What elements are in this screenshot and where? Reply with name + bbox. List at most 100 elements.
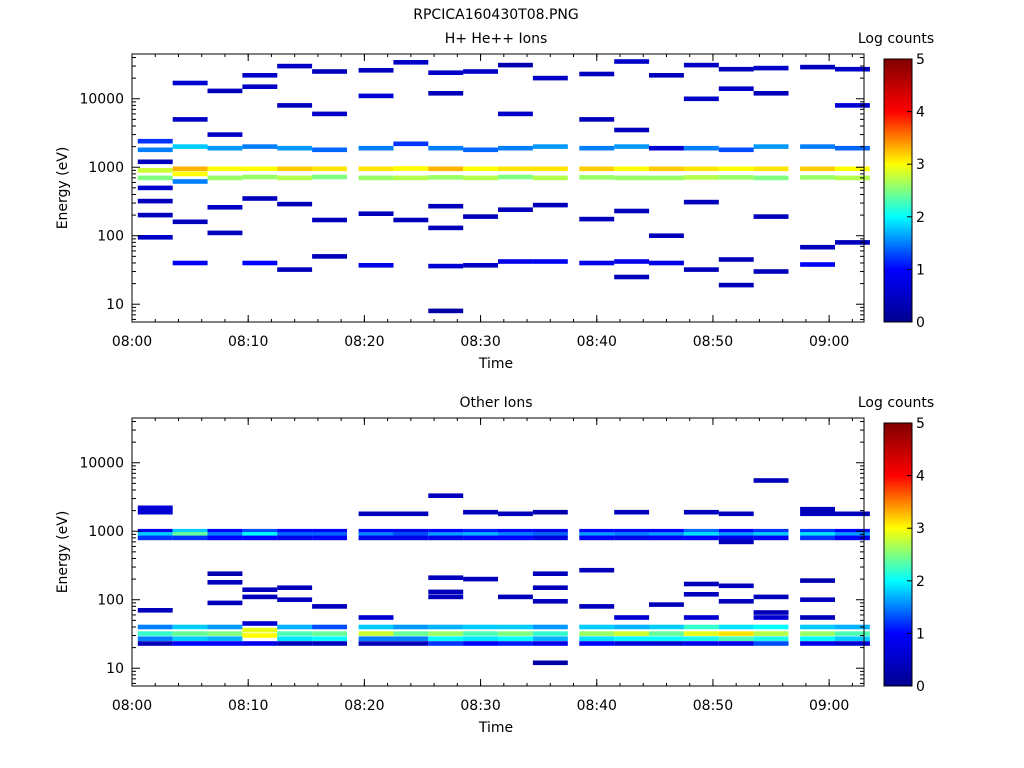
heatmap-cell (172, 179, 208, 184)
heatmap-cell (683, 509, 719, 515)
heatmap-cell (753, 641, 789, 646)
heatmap-cell (800, 597, 835, 602)
heatmap-cell (428, 532, 464, 537)
heatmap-cell (393, 175, 429, 181)
heatmap-cell (207, 230, 243, 236)
heatmap-cell (207, 528, 243, 534)
heatmap-cell (137, 147, 173, 153)
heatmap-cell (498, 636, 533, 641)
heatmap-cell (718, 636, 754, 641)
x-tick-label: 08:30 (460, 698, 500, 714)
heatmap-cell (172, 166, 208, 172)
heatmap-cell (614, 208, 650, 214)
heatmap-cell (800, 175, 835, 180)
heatmap-cell (207, 132, 243, 137)
heatmap-cell (532, 528, 568, 534)
heatmap-cell (532, 641, 568, 646)
heatmap-cell (428, 641, 464, 646)
heatmap-cell (835, 511, 870, 517)
heatmap-cell (532, 631, 568, 636)
heatmap-cell (393, 535, 429, 541)
heatmap-cell (172, 80, 208, 86)
x-tick-label: 09:00 (809, 698, 849, 714)
heatmap-cell (649, 602, 684, 607)
heatmap-cell (358, 636, 394, 641)
heatmap-cell (649, 631, 684, 636)
heatmap-cell (753, 269, 789, 274)
colorbar-tick-label: 0 (916, 679, 925, 695)
heatmap-cell (835, 240, 870, 245)
heatmap-cell (498, 259, 533, 264)
heatmap-cell (358, 511, 394, 517)
heatmap-cell (718, 147, 754, 153)
heatmap-cell (137, 636, 173, 641)
heatmap-cell (614, 274, 650, 280)
heatmap-cell (532, 624, 568, 630)
heatmap-cell (277, 175, 313, 181)
colorbar-tick-label: 5 (916, 52, 925, 68)
heatmap-cell (614, 144, 650, 149)
heatmap-cell (498, 594, 533, 600)
heatmap-cell (579, 636, 615, 641)
heatmap-cell (718, 257, 754, 262)
heatmap-cell (312, 532, 347, 537)
heatmap-cell (358, 532, 394, 537)
heatmap-cell (393, 631, 429, 636)
heatmap-cell (207, 571, 243, 576)
panel-other-ions: 08:00 08:10 08:20 08:30 08:40 08:50 09:0010100… (55, 395, 934, 736)
heatmap-cell (172, 144, 208, 149)
heatmap-cell (579, 631, 615, 636)
heatmap-cell (137, 505, 173, 511)
heatmap-cell (532, 571, 568, 576)
heatmap-cell (312, 636, 347, 641)
heatmap-cell (683, 592, 719, 597)
x-tick-label: 08:00 (112, 698, 152, 714)
heatmap-cell (242, 587, 278, 592)
heatmap-cell (835, 166, 870, 172)
heatmap-cell (358, 624, 394, 630)
heatmap-cell (242, 144, 278, 149)
x-tick-label: 08:50 (693, 698, 733, 714)
heatmap-cell (718, 532, 754, 537)
heatmap-cell (579, 532, 615, 537)
heatmap-cell (207, 145, 243, 151)
heatmap-cell (683, 581, 719, 587)
heatmap-cell (428, 631, 464, 636)
heatmap-cell (614, 127, 650, 133)
heatmap-cell (463, 636, 498, 641)
heatmap-cell (683, 532, 719, 537)
heatmap-cell (753, 91, 789, 96)
heatmap-cell (718, 511, 754, 517)
heatmap-cell (835, 624, 870, 630)
heatmap-cell (683, 636, 719, 641)
y-tick-label: 100 (97, 229, 124, 245)
heatmap-cell (428, 166, 464, 172)
heatmap-cell (242, 641, 278, 646)
heatmap-cell (463, 535, 498, 541)
heatmap-cell (277, 535, 313, 541)
heatmap-cell (463, 509, 498, 515)
heatmap-cell (312, 254, 347, 259)
heatmap-cell (649, 260, 684, 266)
heatmap-cell (428, 91, 464, 96)
heatmap-cell (683, 96, 719, 102)
heatmap-cell (207, 88, 243, 94)
heatmap-cell (428, 528, 464, 534)
heatmap-cell (428, 203, 464, 209)
y-tick-label: 10 (106, 297, 124, 313)
heatmap-cell (242, 84, 278, 89)
heatmap-cell (718, 599, 754, 604)
heatmap-cell (579, 175, 615, 180)
heatmap-cell (498, 631, 533, 636)
heatmap-cell (498, 166, 533, 172)
heatmap-cell (277, 103, 313, 108)
heatmap-cell (463, 528, 498, 534)
heatmap-cell (532, 599, 568, 604)
heatmap-cell (835, 641, 870, 646)
heatmap-cell (393, 60, 429, 65)
heatmap-cell (312, 631, 347, 636)
heatmap-cell (800, 641, 835, 646)
colorbar-tick-label: 4 (916, 105, 925, 121)
heatmap-cell (532, 75, 568, 81)
